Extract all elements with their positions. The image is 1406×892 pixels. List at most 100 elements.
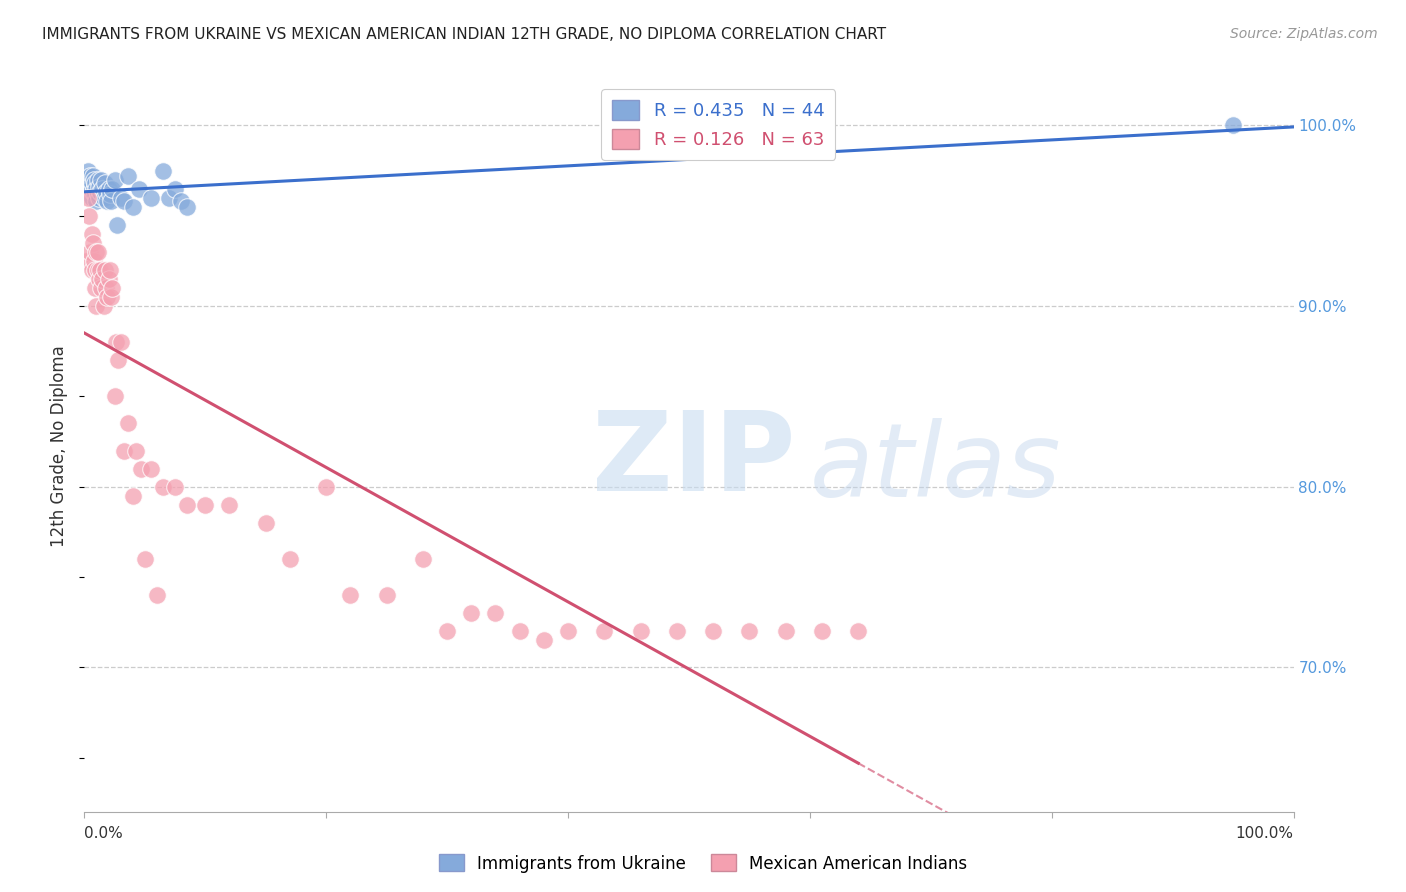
Point [339, 588, 361, 602]
Point [97, 272, 120, 286]
Point [315, 480, 337, 494]
Point [90, 281, 112, 295]
Point [89, 263, 111, 277]
Point [165, 480, 187, 494]
Point [110, 191, 132, 205]
Point [533, 633, 555, 648]
Point [83, 253, 105, 268]
Point [121, 489, 143, 503]
Point [79, 169, 101, 183]
Point [86, 244, 108, 259]
Point [170, 194, 193, 209]
Y-axis label: 12th Grade, No Diploma: 12th Grade, No Diploma [51, 345, 69, 547]
Text: atlas: atlas [810, 418, 1062, 518]
Point [107, 353, 129, 368]
Point [86, 194, 108, 209]
Text: ZIP: ZIP [592, 407, 796, 514]
Point [90, 172, 112, 186]
Text: 100.0%: 100.0% [1236, 826, 1294, 841]
Point [460, 606, 482, 620]
Point [665, 624, 688, 639]
Text: 0.0%: 0.0% [84, 826, 124, 841]
Point [87, 191, 110, 205]
Point [93, 299, 115, 313]
Point [117, 417, 139, 431]
Point [128, 181, 150, 195]
Point [86, 187, 108, 202]
Point [80, 263, 103, 277]
Point [77, 163, 100, 178]
Point [121, 200, 143, 214]
Point [94, 281, 117, 295]
Point [375, 588, 398, 602]
Point [82, 186, 104, 200]
Point [436, 624, 458, 639]
Point [104, 172, 127, 186]
Point [139, 461, 162, 475]
Point [82, 235, 104, 250]
Point [86, 244, 108, 259]
Point [79, 244, 101, 259]
Point [129, 461, 152, 475]
Point [101, 281, 124, 295]
Point [91, 181, 114, 195]
Point [98, 187, 121, 202]
Point [86, 181, 108, 195]
Point [176, 498, 198, 512]
Point [86, 299, 108, 313]
Point [98, 263, 121, 277]
Point [77, 176, 100, 190]
Point [194, 498, 217, 512]
Point [176, 200, 198, 214]
Point [412, 552, 434, 566]
Point [76, 172, 98, 186]
Point [134, 552, 156, 566]
Point [484, 606, 506, 620]
Point [93, 191, 115, 205]
Point [97, 181, 120, 195]
Point [165, 181, 187, 195]
Point [83, 181, 105, 195]
Point [702, 624, 724, 639]
Point [593, 624, 616, 639]
Point [83, 172, 105, 186]
Legend: Immigrants from Ukraine, Mexican American Indians: Immigrants from Ukraine, Mexican America… [432, 847, 974, 880]
Point [112, 194, 135, 209]
Point [218, 498, 240, 512]
Point [77, 191, 100, 205]
Point [86, 172, 108, 186]
Point [125, 443, 148, 458]
Point [84, 176, 107, 190]
Point [91, 272, 114, 286]
Point [1222, 119, 1244, 133]
Point [110, 335, 132, 350]
Point [94, 263, 117, 277]
Point [278, 552, 301, 566]
Point [80, 227, 103, 241]
Point [112, 443, 135, 458]
Point [84, 187, 107, 202]
Point [509, 624, 531, 639]
Point [157, 191, 180, 205]
Point [77, 209, 100, 223]
Point [811, 624, 834, 639]
Point [152, 480, 174, 494]
Point [254, 516, 277, 530]
Point [139, 191, 162, 205]
Legend: R = 0.435   N = 44, R = 0.126   N = 63: R = 0.435 N = 44, R = 0.126 N = 63 [602, 89, 835, 160]
Point [100, 194, 122, 209]
Point [105, 218, 128, 232]
Point [94, 176, 117, 190]
Point [104, 335, 127, 350]
Point [101, 181, 124, 195]
Point [738, 624, 761, 639]
Point [80, 176, 103, 190]
Text: Source: ZipAtlas.com: Source: ZipAtlas.com [1230, 27, 1378, 41]
Point [146, 588, 169, 602]
Point [82, 169, 104, 183]
Point [80, 191, 103, 205]
Point [79, 181, 101, 195]
Point [775, 624, 797, 639]
Point [630, 624, 652, 639]
Point [86, 263, 108, 277]
